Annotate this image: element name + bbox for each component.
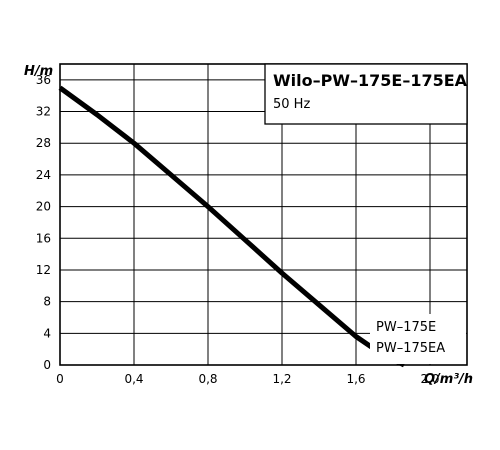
legend-box — [370, 314, 466, 364]
y-tick-label: 8 — [43, 295, 51, 309]
y-tick-label: 36 — [36, 73, 51, 87]
y-tick-label: 20 — [36, 200, 51, 214]
chart-title: Wilo–PW–175E–175EA — [273, 71, 468, 90]
y-tick-label: 4 — [43, 326, 51, 340]
y-axis-label: H/m — [24, 64, 53, 79]
y-tick-label: 0 — [43, 358, 51, 372]
legend-entry-2: PW–175EA — [376, 341, 445, 356]
legend-entry-1: PW–175E — [376, 320, 436, 335]
chart-subtitle: 50 Hz — [273, 97, 310, 112]
tick-labels: 0 0,4 0,8 1,2 1,6 2,0 0 4 8 12 16 20 24 28 32 36 — [36, 73, 440, 386]
y-tick-label: 16 — [36, 231, 51, 245]
x-tick-label: 1,2 — [272, 372, 291, 386]
y-tick-label: 12 — [36, 263, 51, 277]
curve-layer — [58, 85, 406, 368]
y-tick-label: 24 — [36, 168, 51, 182]
title-box — [264, 63, 468, 125]
x-tick-label: 2,0 — [420, 372, 439, 386]
x-tick-label: 0,4 — [124, 372, 143, 386]
pump-curve-line — [58, 85, 406, 368]
x-tick-label: 1,6 — [346, 372, 365, 386]
y-tick-label: 28 — [36, 136, 51, 150]
y-tick-label: 32 — [36, 105, 51, 119]
plot-frame — [59, 63, 468, 366]
x-tick-label: 0 — [56, 372, 64, 386]
x-axis-label: Q/m³/h — [424, 372, 473, 387]
x-tick-label: 0,8 — [198, 372, 217, 386]
